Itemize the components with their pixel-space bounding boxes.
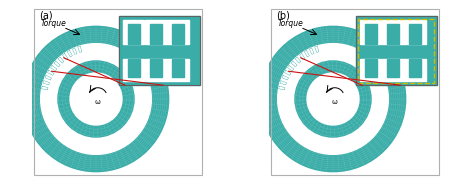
Polygon shape (67, 50, 73, 57)
Bar (150, 59, 162, 77)
Polygon shape (73, 48, 77, 54)
Bar (128, 59, 140, 77)
Bar (387, 25, 399, 44)
Circle shape (58, 61, 134, 137)
Bar (382, 59, 403, 81)
Bar (123, 59, 145, 81)
Bar (365, 59, 377, 77)
Text: (b): (b) (276, 11, 290, 21)
Bar (172, 25, 184, 44)
Text: Torque: Torque (41, 19, 66, 28)
Circle shape (295, 61, 371, 137)
Bar (404, 59, 426, 81)
Bar (358, 19, 434, 83)
Circle shape (260, 26, 406, 172)
Polygon shape (54, 61, 60, 67)
Bar (145, 59, 166, 81)
Polygon shape (78, 46, 82, 52)
Polygon shape (282, 75, 289, 80)
Polygon shape (279, 86, 285, 90)
Circle shape (307, 73, 359, 125)
Polygon shape (284, 70, 291, 75)
Polygon shape (291, 61, 297, 67)
Polygon shape (315, 46, 319, 52)
Bar (382, 20, 403, 44)
Polygon shape (287, 65, 294, 71)
Bar (167, 59, 189, 81)
Polygon shape (304, 50, 310, 57)
Bar (404, 20, 426, 44)
Bar (409, 59, 421, 77)
Bar (128, 25, 140, 44)
Bar (145, 20, 166, 44)
Polygon shape (295, 57, 301, 63)
Bar (123, 20, 145, 44)
Text: ω: ω (95, 99, 100, 105)
Bar (118, 16, 200, 85)
Circle shape (23, 26, 169, 172)
Polygon shape (42, 86, 48, 90)
Bar (167, 20, 189, 44)
Bar (356, 16, 437, 85)
Polygon shape (50, 65, 57, 71)
Text: Torque: Torque (278, 19, 303, 28)
Bar (172, 59, 184, 77)
Bar (387, 59, 399, 77)
Polygon shape (47, 70, 54, 75)
Text: ω: ω (332, 99, 337, 105)
Polygon shape (58, 57, 64, 63)
Circle shape (70, 73, 122, 125)
Polygon shape (310, 48, 314, 54)
Polygon shape (45, 75, 52, 80)
Text: (a): (a) (39, 11, 53, 21)
Bar (409, 25, 421, 44)
Bar (150, 25, 162, 44)
Bar (118, 16, 200, 85)
Polygon shape (300, 53, 305, 60)
Bar (360, 59, 382, 81)
Polygon shape (43, 81, 49, 85)
Polygon shape (280, 81, 286, 85)
Bar (360, 20, 382, 44)
Circle shape (41, 44, 151, 154)
Polygon shape (63, 53, 68, 60)
Circle shape (278, 44, 388, 154)
Bar (356, 16, 437, 85)
Bar (365, 25, 377, 44)
